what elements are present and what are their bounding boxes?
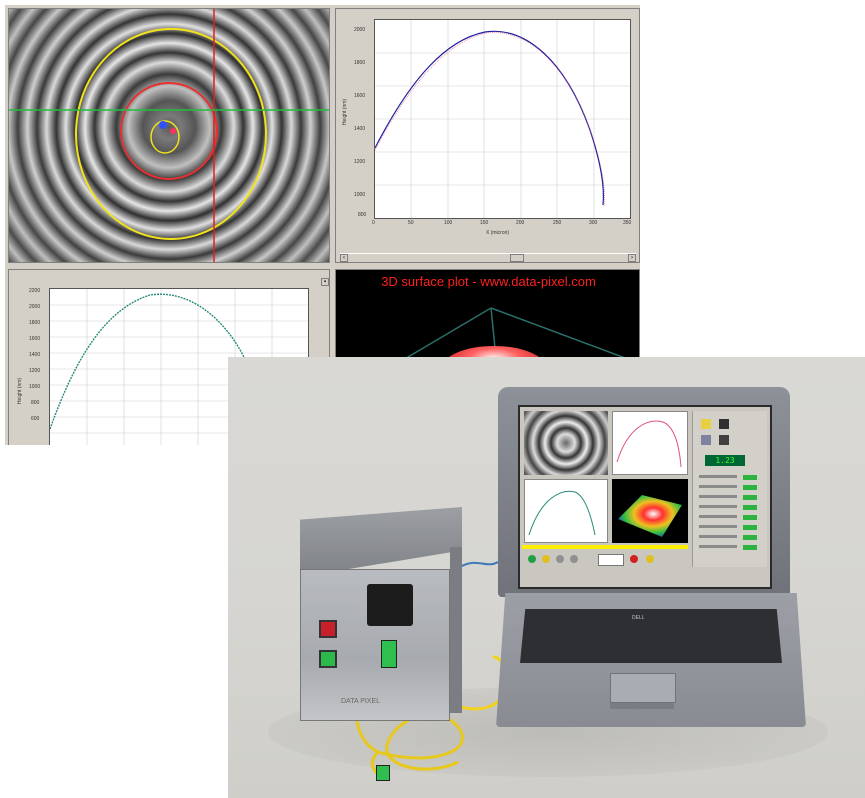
touchpad-buttons xyxy=(610,703,674,709)
x-tick: 0 xyxy=(372,220,375,226)
mini-profile2-chart xyxy=(524,479,608,543)
laptop-screen: 1.23 xyxy=(518,405,772,589)
box-label: DATA PIXEL xyxy=(341,698,381,705)
interferogram-image xyxy=(9,9,329,262)
x-tick: 100 xyxy=(444,220,453,226)
power-off-button[interactable] xyxy=(319,620,337,638)
x-tick: 300 xyxy=(589,220,598,226)
keyboard xyxy=(520,609,782,663)
x-tick: 250 xyxy=(553,220,562,226)
mini-progress-bar xyxy=(522,545,688,549)
y-tick: 1400 xyxy=(354,126,366,132)
x-tick: 350 xyxy=(623,220,632,226)
y-tick: 1400 xyxy=(29,352,41,358)
y-tick: 1600 xyxy=(29,336,41,342)
fiber-port xyxy=(367,584,413,626)
mini-profile-chart xyxy=(612,411,688,475)
y-tick: 2000 xyxy=(29,304,41,310)
y-tick: 1200 xyxy=(354,159,366,165)
close-icon[interactable]: ▪ xyxy=(321,278,329,286)
mini-control-sidebar: 1.23 xyxy=(692,411,767,567)
fiber-end-connector xyxy=(376,765,390,781)
touchpad xyxy=(610,673,676,703)
product-photo: DATA PIXEL xyxy=(228,357,865,798)
y-tick: 2000 xyxy=(354,27,366,33)
scroll-left-icon[interactable]: ‹ xyxy=(340,254,348,262)
y-axis-title: Height (nm) xyxy=(342,98,349,126)
inner-yellow-ring xyxy=(150,120,180,154)
profile2-line xyxy=(49,293,246,430)
fiber-connector xyxy=(381,640,397,668)
y-tick: 600 xyxy=(31,416,40,422)
outer-yellow-ring xyxy=(75,28,267,240)
scroll-right-icon[interactable]: › xyxy=(628,254,636,262)
profile-plot-area xyxy=(374,19,631,219)
y-tick: 1000 xyxy=(354,192,366,198)
y-tick: 1800 xyxy=(354,60,366,66)
x-axis-title: X (micron) xyxy=(486,230,510,236)
x-tick: 150 xyxy=(480,220,489,226)
mini-toolbar xyxy=(524,553,690,567)
red-ring xyxy=(120,82,218,180)
horizontal-scrollbar[interactable]: ‹ › xyxy=(340,253,636,263)
y-axis-title: Height (nm) xyxy=(17,377,24,405)
y-tick: 1000 xyxy=(29,384,41,390)
y-tick: 2200 xyxy=(29,288,41,294)
pink-marker[interactable] xyxy=(170,128,176,134)
y-tick: 1600 xyxy=(354,93,366,99)
x-tick: 50 xyxy=(408,220,414,226)
y-tick: 800 xyxy=(31,400,40,406)
profile-chart xyxy=(374,20,630,218)
mini-lcd-display: 1.23 xyxy=(705,455,745,466)
blue-usb-cable xyxy=(459,561,499,568)
mini-interferogram xyxy=(524,411,608,475)
y-tick: 1800 xyxy=(29,320,41,326)
control-box: DATA PIXEL xyxy=(300,507,462,721)
mini-surface-plot xyxy=(612,479,688,543)
laptop-brand: DELL xyxy=(632,615,645,621)
blue-marker[interactable] xyxy=(159,121,167,129)
scroll-thumb[interactable] xyxy=(510,254,524,262)
laptop-lid: 1.23 xyxy=(498,387,790,597)
surface-plot-title: 3D surface plot - www.data-pixel.com xyxy=(381,274,596,289)
interferogram-panel[interactable] xyxy=(8,8,330,263)
y-tick: 1200 xyxy=(29,368,41,374)
profile-line xyxy=(374,30,605,206)
laptop: 1.23 xyxy=(496,387,806,727)
x-tick: 200 xyxy=(516,220,525,226)
profile-fit-line xyxy=(374,32,605,207)
power-on-button[interactable] xyxy=(319,650,337,668)
y-tick: 800 xyxy=(358,212,367,218)
profile-chart-panel: 2000 1800 1600 1400 1200 1000 800 Height… xyxy=(335,8,640,263)
